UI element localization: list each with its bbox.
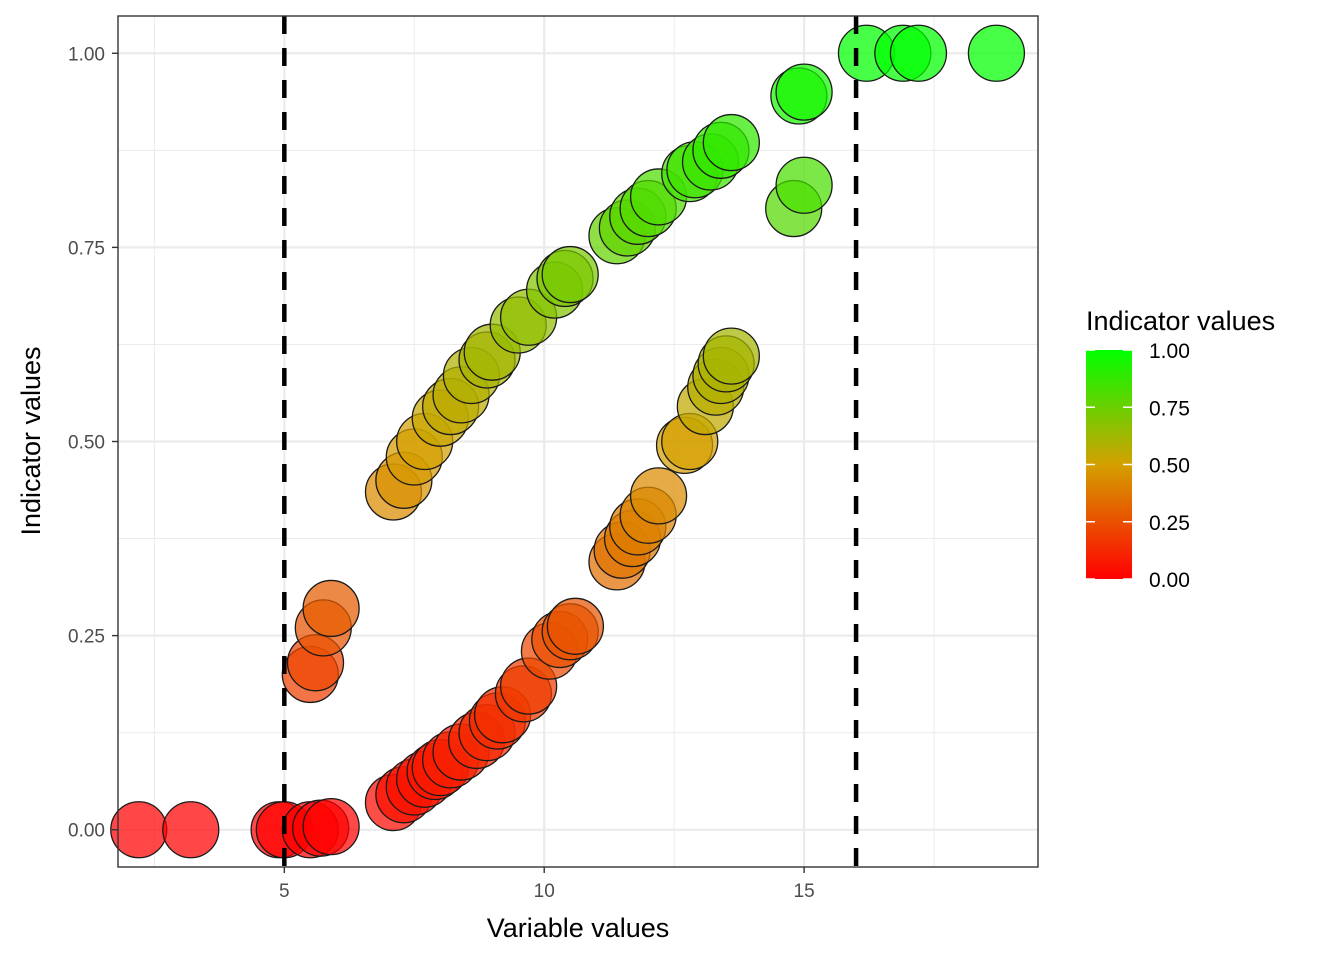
legend-label: 0.00	[1149, 569, 1190, 592]
x-tick-label: 5	[279, 881, 290, 902]
data-point	[775, 156, 833, 214]
axis-ticks	[112, 52, 805, 873]
y-tick-label: 0.75	[68, 238, 105, 259]
data-point	[775, 63, 833, 121]
color-legend: Indicator values 1.00 0.75 0.50 0.25 0.00	[1086, 306, 1275, 592]
threshold-lines	[282, 16, 859, 867]
legend-ticks: 1.00 0.75 0.50 0.25 0.00	[1086, 340, 1190, 592]
data-point	[541, 245, 599, 304]
data-point	[702, 327, 760, 385]
data-point	[967, 24, 1026, 82]
data-point	[302, 797, 360, 856]
data-point	[302, 579, 360, 638]
legend-label: 0.75	[1149, 397, 1190, 420]
y-tick-label: 1.00	[68, 44, 105, 65]
legend-label: 0.50	[1149, 455, 1190, 478]
data-point	[162, 801, 220, 859]
x-tick-label: 10	[534, 881, 555, 902]
y-axis-title: Indicator values	[16, 346, 46, 535]
legend-label: 0.25	[1149, 512, 1190, 535]
legend-label: 1.00	[1149, 340, 1190, 363]
data-point	[889, 24, 948, 82]
data-points	[110, 24, 1026, 859]
legend-title: Indicator values	[1086, 306, 1275, 336]
data-point	[629, 467, 688, 525]
data-point	[110, 801, 168, 859]
y-tick-label: 0.00	[68, 821, 105, 842]
data-point	[702, 113, 760, 172]
data-point	[546, 597, 605, 655]
y-tick-label: 0.25	[68, 627, 105, 648]
x-tick-label: 15	[794, 881, 815, 902]
y-tick-label: 0.50	[68, 433, 105, 454]
tick-labels: 5 10 15 0.00 0.25 0.50 0.75 1.00	[68, 44, 815, 902]
x-axis-title: Variable values	[487, 913, 670, 943]
